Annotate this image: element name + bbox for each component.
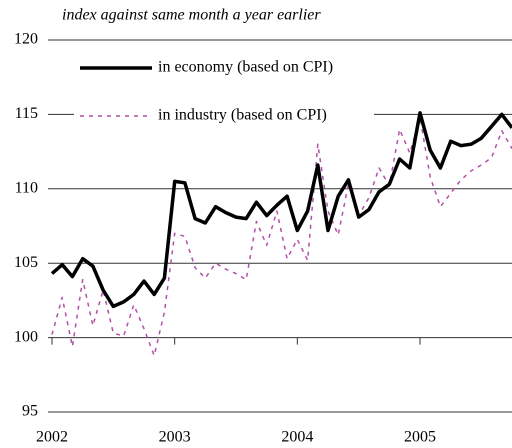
legend-bg — [74, 57, 374, 79]
y-tick-label: 95 — [22, 403, 38, 420]
legend-bg — [74, 105, 374, 127]
x-tick-label: 2003 — [159, 429, 191, 446]
y-tick-label: 115 — [15, 105, 38, 122]
y-tick-label: 120 — [14, 31, 38, 48]
series-line — [51, 116, 512, 357]
y-tick-label: 110 — [15, 179, 38, 196]
legend-label: in economy (based on CPI) — [158, 59, 333, 76]
y-tick-label: 105 — [14, 254, 38, 271]
x-tick-label: 2002 — [36, 429, 68, 446]
chart-subtitle: index against same month a year earlier — [62, 7, 321, 24]
x-tick-label: 2004 — [281, 429, 313, 446]
y-tick-label: 100 — [14, 328, 38, 345]
x-tick-label: 2005 — [404, 429, 436, 446]
series-line — [50, 111, 512, 309]
legend-label: in industry (based on CPI) — [158, 107, 327, 124]
